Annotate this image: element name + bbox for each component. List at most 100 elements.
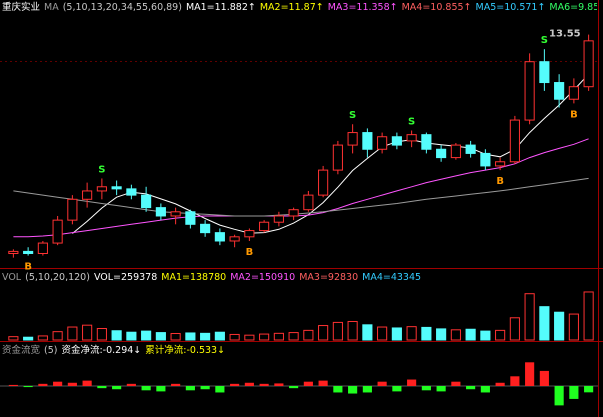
legend-item: (5) — [44, 345, 58, 356]
candle-body — [200, 223, 211, 234]
flow-bar — [362, 386, 372, 393]
volume-bar — [377, 326, 388, 341]
flow-bar — [289, 386, 299, 389]
candle-body — [229, 236, 240, 242]
main-header: 重庆实业 MA (5,10,13,20,34,55,60,89) MA1=11.882… — [2, 1, 597, 14]
candle-body — [244, 230, 255, 238]
legend-item: 累计净流:-0.533↓ — [145, 345, 226, 356]
flow-bar — [23, 386, 33, 388]
flow-bar — [407, 379, 417, 386]
candle-body — [8, 250, 19, 254]
signal-label: S — [98, 164, 105, 175]
flow-bar — [53, 381, 63, 386]
flow-bar — [377, 381, 387, 386]
candle-body — [155, 207, 166, 217]
candle-body — [332, 144, 343, 171]
volume-bar — [8, 336, 19, 341]
volume-bar — [229, 333, 240, 341]
candle-body — [259, 221, 270, 232]
ma-line — [13, 138, 589, 238]
signal-label: B — [496, 176, 504, 187]
flow-bar — [539, 370, 549, 386]
flow-bar — [436, 386, 446, 392]
candle-body — [347, 132, 358, 146]
volume-bar — [583, 291, 594, 341]
candle-body — [37, 242, 48, 254]
flow-bar — [141, 386, 151, 391]
flow-bar — [495, 382, 505, 386]
volume-bar — [37, 335, 48, 341]
signal-label: B — [24, 262, 32, 273]
flow-bar — [82, 380, 92, 386]
legend-item: MA4=43345 — [362, 272, 422, 283]
signal-label: S — [541, 35, 548, 46]
volume-bar — [347, 320, 358, 341]
candle-body — [524, 61, 535, 121]
flow-bar — [303, 381, 313, 386]
flow-bar — [510, 376, 520, 386]
candle-body — [318, 169, 329, 196]
volume-bar — [67, 326, 78, 341]
candle-body — [421, 134, 432, 150]
flow-bar — [8, 384, 18, 386]
volume-bar — [273, 332, 284, 341]
legend-item: (5,10,20,120) — [25, 272, 90, 283]
candle-body — [126, 188, 137, 196]
volume-bar — [155, 332, 166, 341]
volume-bar — [214, 331, 225, 341]
volume-bar — [141, 330, 152, 341]
legend-item: MA2=11.87↑ — [259, 2, 324, 13]
volume-bar — [170, 333, 181, 341]
flow-bar — [126, 383, 136, 386]
flow-bar — [466, 386, 476, 390]
signal-label: S — [408, 116, 415, 127]
legend-item: MA6=9.851↑ — [549, 2, 597, 13]
high-price-label: 13.55 — [549, 29, 581, 40]
flow-bar — [421, 386, 431, 391]
volume-bar — [436, 328, 447, 341]
flow-bar — [584, 386, 594, 393]
legend-item: (5,10,13,20,34,55,60,89) — [62, 2, 182, 13]
legend-item: MA3=92830 — [299, 272, 359, 283]
flow-bar — [480, 386, 490, 393]
legend-item: MA3=11.358↑ — [327, 2, 398, 13]
ma-line — [72, 73, 589, 234]
candle-body — [288, 209, 299, 217]
legend-item: VOL — [2, 272, 22, 283]
volume-bar — [391, 327, 402, 341]
flow-bar — [392, 386, 402, 392]
flow-bar — [215, 386, 225, 393]
volume-bar — [185, 332, 196, 341]
candle-body — [554, 82, 565, 100]
candle-body — [495, 161, 506, 167]
signal-label: B — [246, 247, 254, 258]
candle-body — [480, 152, 491, 167]
volume-bar — [509, 317, 520, 341]
legend-item: 资金流宽 — [2, 345, 41, 356]
flow-header: 资金流宽 (5) 资金净流:-0.294↓ 累计净流:-0.533↓ — [2, 344, 597, 357]
legend-item: MA4=10.855↑ — [401, 2, 472, 13]
candle-body — [67, 198, 78, 221]
volume-bar — [362, 324, 373, 341]
candle-body — [141, 194, 152, 209]
volume-bar — [96, 328, 107, 341]
volume-bar — [23, 336, 34, 341]
candle-body — [214, 232, 225, 242]
volume-bar — [480, 330, 491, 341]
candle-body — [391, 136, 402, 146]
legend-item: 重庆实业 — [2, 2, 41, 13]
volume-bar — [450, 329, 461, 341]
volume-bar — [126, 331, 137, 341]
flow-bar — [274, 383, 284, 386]
volume-bar — [421, 326, 432, 341]
volume-bar — [406, 326, 417, 341]
candle-body — [509, 119, 520, 163]
volume-bar — [332, 321, 343, 341]
candle-body — [377, 136, 388, 150]
flow-bar — [451, 381, 461, 386]
ma-line — [13, 177, 589, 217]
candle-body — [406, 134, 417, 142]
candle-body — [465, 144, 476, 154]
flow-bar — [348, 386, 358, 394]
